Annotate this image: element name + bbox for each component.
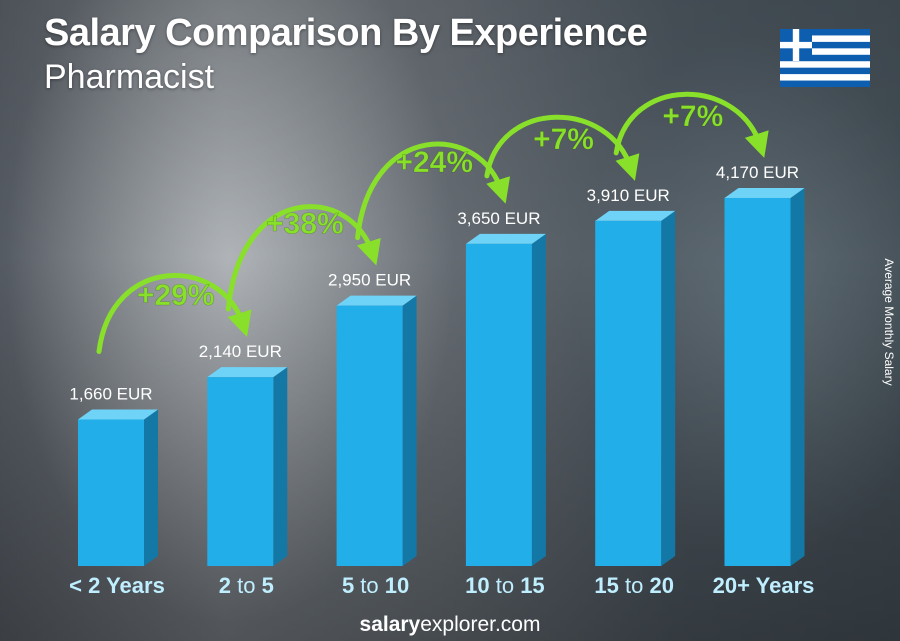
- value-label: 1,660 EUR: [69, 384, 152, 403]
- bar-side: [531, 233, 546, 566]
- bar-side: [402, 295, 417, 566]
- category-label-part: 15: [520, 573, 544, 598]
- bar-side: [144, 409, 158, 566]
- bar-top: [336, 295, 417, 306]
- category-label: 20+ Years: [713, 573, 815, 598]
- bar: [595, 220, 662, 567]
- category-label-part: 20: [649, 573, 673, 598]
- greece-flag-icon: [780, 29, 870, 87]
- category-label-part: < 2 Years: [69, 573, 165, 598]
- bar: [207, 377, 274, 566]
- increase-label: +7%: [662, 100, 723, 133]
- bar-top: [207, 367, 288, 378]
- category-label-part: 5: [342, 573, 354, 598]
- bar-top: [78, 409, 158, 420]
- category-label-part: to: [619, 573, 650, 598]
- value-label: 2,950 EUR: [328, 271, 411, 290]
- category-label-part: to: [354, 573, 385, 598]
- category-label: 10 to 15: [465, 573, 545, 598]
- bar-top: [595, 210, 676, 221]
- flag-stripe: [780, 35, 870, 42]
- footer-brand-bold: salary: [359, 613, 421, 636]
- bar: [465, 243, 532, 566]
- bar-top: [465, 233, 546, 244]
- chart-subtitle: Pharmacist: [44, 58, 215, 96]
- bar-side: [661, 210, 676, 567]
- category-label-part: 20+ Years: [713, 573, 815, 598]
- category-label: 15 to 20: [594, 573, 674, 598]
- increase-label: +38%: [266, 208, 344, 241]
- category-label: < 2 Years: [69, 573, 165, 598]
- category-label: 5 to 10: [342, 573, 409, 598]
- footer-brand-rest: explorer.com: [420, 613, 541, 636]
- bar: [724, 197, 791, 566]
- chart-title: Salary Comparison By Experience: [44, 12, 648, 54]
- category-label-part: to: [231, 573, 262, 598]
- flag-stripe: [780, 74, 870, 81]
- bar-side: [790, 187, 805, 566]
- category-label-part: 15: [594, 573, 618, 598]
- value-label: 3,650 EUR: [457, 209, 540, 228]
- category-label-part: 5: [262, 573, 274, 598]
- category-label: 2 to 5: [219, 573, 274, 598]
- bar-side: [273, 367, 288, 566]
- bar: [78, 419, 144, 566]
- increase-label: +7%: [533, 123, 594, 156]
- flag-stripe: [780, 61, 870, 68]
- value-label: 3,910 EUR: [587, 186, 670, 205]
- increase-label: +29%: [137, 279, 215, 312]
- category-label-part: 2: [219, 573, 231, 598]
- site-footer: salaryexplorer.com: [0, 613, 900, 637]
- category-label-part: to: [490, 573, 521, 598]
- bar-top: [724, 187, 805, 198]
- bar: [336, 305, 403, 566]
- flag-stripe: [780, 48, 870, 55]
- increase-arrow: [613, 91, 769, 158]
- value-label: 4,170 EUR: [716, 163, 799, 182]
- value-label: 2,140 EUR: [199, 342, 282, 361]
- category-label-part: 10: [465, 573, 489, 598]
- increase-label: +24%: [395, 146, 473, 179]
- category-label-part: 10: [385, 573, 409, 598]
